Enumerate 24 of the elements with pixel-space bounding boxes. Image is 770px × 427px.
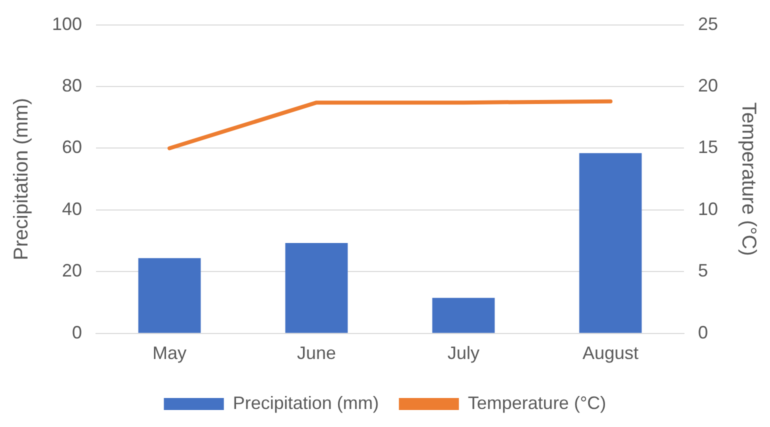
- bar: [138, 258, 201, 333]
- x-tick-label: May: [152, 343, 187, 364]
- y2-tick-label: 25: [698, 14, 718, 34]
- y2-tick-label: 10: [698, 198, 718, 219]
- y2-tick-label: 5: [698, 260, 708, 281]
- y-axis-title: Precipitation (mm): [10, 98, 33, 260]
- bar: [579, 153, 642, 333]
- y-tick-label: 40: [62, 198, 82, 219]
- x-tick-label: June: [296, 343, 336, 364]
- legend-label: Temperature (°C): [468, 392, 606, 413]
- x-tick-label: July: [447, 343, 480, 364]
- y-tick-label: 100: [52, 14, 82, 34]
- y2-tick-label: 0: [698, 322, 708, 342]
- y-tick-label: 80: [62, 75, 82, 96]
- bar: [285, 242, 348, 333]
- y-tick-label: 0: [72, 322, 82, 342]
- y2-tick-label: 15: [698, 137, 718, 158]
- x-tick-label: August: [582, 343, 639, 364]
- y-tick-label: 60: [62, 137, 82, 158]
- y2-axis-title: Temperature (°C): [737, 102, 760, 256]
- bar: [432, 298, 495, 333]
- y-tick-label: 20: [62, 260, 82, 281]
- legend-label: Precipitation (mm): [232, 392, 379, 413]
- y2-tick-label: 20: [698, 75, 718, 96]
